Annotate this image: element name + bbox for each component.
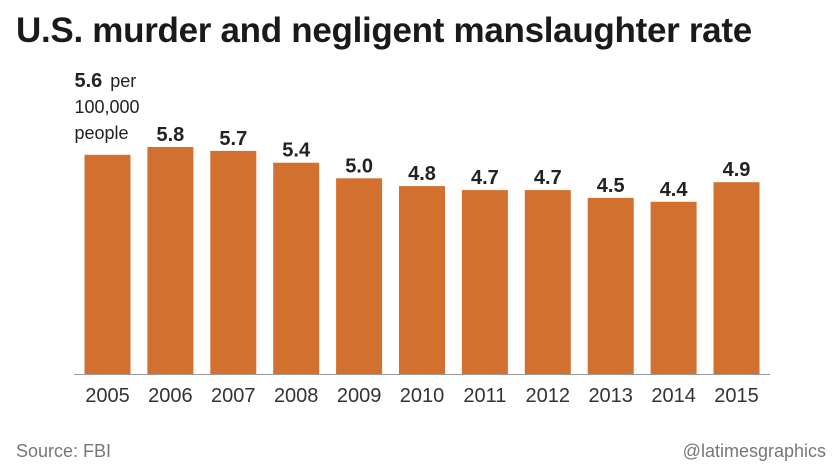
- bar-value-label-2012: 4.7: [534, 167, 562, 189]
- bar-2011: [461, 190, 508, 374]
- x-tick-label-2013: 2013: [588, 385, 633, 407]
- bar-chart: 2005 5.8 2006 5.7 2007 5.4 2008 5.0 2009 4.8 2010 4…: [74, 70, 770, 407]
- bar-2013: [587, 197, 634, 374]
- bar-2014: [650, 201, 697, 374]
- bar-2009: [336, 178, 383, 374]
- unit-label-line2: 100,000: [74, 97, 139, 117]
- credit-handle: @latimesgraphics: [682, 441, 826, 461]
- bar-2015: [713, 182, 760, 374]
- bar-2008: [273, 162, 320, 374]
- x-tick-label-2009: 2009: [337, 385, 382, 407]
- unit-label-line3: people: [74, 123, 128, 143]
- x-tick-label-2005: 2005: [85, 385, 130, 407]
- bar-2006: [147, 147, 194, 374]
- bar-2010: [399, 186, 445, 374]
- unit-label-line1: 5.6 per: [74, 70, 136, 92]
- x-tick-label-2014: 2014: [651, 385, 696, 407]
- bar-value-label-2008: 5.4: [282, 140, 311, 162]
- x-tick-label-2006: 2006: [148, 385, 193, 407]
- source-note: Source: FBI: [16, 441, 112, 461]
- bar-value-label-2011: 4.7: [471, 167, 499, 189]
- unit-label-per: per: [110, 71, 136, 91]
- x-tick-label-2010: 2010: [400, 385, 445, 407]
- x-tick-label-2007: 2007: [211, 385, 256, 407]
- bar-value-label-2005: 5.6: [74, 70, 102, 92]
- bar-value-label-2007: 5.7: [219, 128, 247, 150]
- bar-2012: [524, 190, 571, 374]
- bar-value-label-2009: 5.0: [345, 155, 373, 177]
- x-tick-label-2008: 2008: [274, 385, 319, 407]
- bar-value-label-2010: 4.8: [408, 163, 436, 185]
- x-tick-label-2015: 2015: [714, 385, 759, 407]
- bar-value-label-2006: 5.8: [156, 124, 184, 146]
- x-tick-label-2011: 2011: [463, 385, 506, 407]
- bar-value-label-2015: 4.9: [723, 159, 751, 181]
- x-tick-label-2012: 2012: [526, 385, 571, 407]
- bar-value-label-2014: 4.4: [660, 179, 689, 201]
- chart-title: U.S. murder and negligent manslaughter r…: [16, 11, 752, 50]
- bar-value-label-2013: 4.5: [597, 175, 625, 197]
- bar-2007: [210, 150, 257, 374]
- bar-2005: [84, 154, 131, 374]
